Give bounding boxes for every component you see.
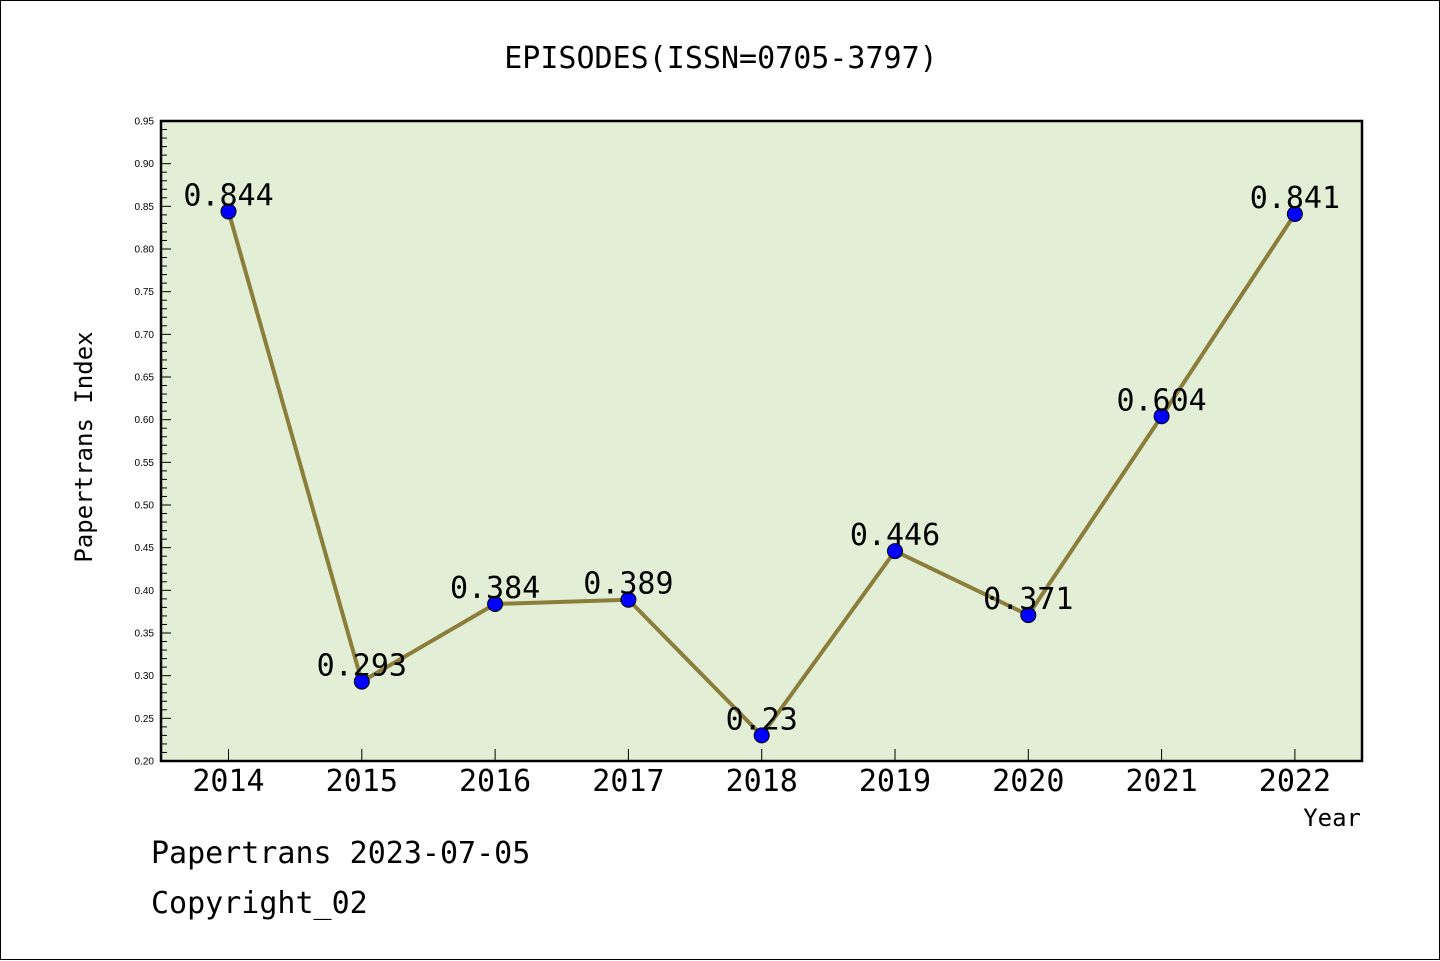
data-point-2015	[353, 673, 370, 690]
y-tick-label: 0.65	[135, 373, 155, 384]
chart-title: EPISODES(ISSN=0705-3797)	[504, 41, 937, 76]
y-tick-label: 0.30	[135, 671, 155, 682]
footer-date: Papertrans 2023-07-05	[151, 836, 531, 871]
data-label-2014: 0.844	[183, 178, 273, 213]
x-tick-label: 2020	[992, 764, 1064, 799]
y-tick-label: 0.25	[135, 714, 155, 725]
y-tick-label: 0.40	[135, 586, 155, 597]
plot-area	[159, 119, 1364, 763]
x-axis: 2014 2015 2016 2017 2018 2019 2020 2021 2022	[192, 749, 1331, 799]
y-axis: 0.20 0.25 0.30 0.35 0.40 0.45 0.50 0.55 0.60 0.65…	[135, 117, 171, 768]
y-tick-label: 0.60	[135, 415, 155, 426]
y-tick-label: 0.45	[135, 543, 155, 554]
y-tick-label: 0.55	[135, 458, 155, 469]
x-tick-label: 2017	[592, 764, 664, 799]
y-tick-label: 0.50	[135, 501, 155, 512]
data-label-2022: 0.841	[1250, 181, 1340, 216]
x-axis-title: Year	[1303, 804, 1361, 832]
data-point-2017	[620, 591, 637, 608]
data-point-2016	[487, 595, 504, 612]
y-tick-label: 0.70	[135, 330, 155, 341]
y-tick-label: 0.95	[135, 117, 155, 128]
data-label-2019: 0.446	[850, 518, 940, 553]
data-label-2016: 0.384	[450, 571, 540, 606]
y-axis-title: Papertrans Index	[70, 331, 98, 562]
x-tick-label: 2022	[1259, 764, 1331, 799]
x-tick-label: 2019	[859, 764, 931, 799]
y-tick-label: 0.20	[135, 757, 155, 768]
data-point-2022	[1286, 206, 1303, 223]
y-tick-label: 0.75	[135, 287, 155, 298]
data-label-2021: 0.604	[1116, 383, 1206, 418]
x-tick-label: 2016	[459, 764, 531, 799]
data-label-2017: 0.389	[583, 567, 673, 602]
x-tick-label: 2021	[1125, 764, 1197, 799]
x-tick-label: 2014	[192, 764, 264, 799]
data-label-2018: 0.23	[726, 702, 798, 737]
data-point-2020	[1020, 607, 1037, 624]
y-tick-label: 0.80	[135, 245, 155, 256]
data-label-2015: 0.293	[317, 649, 407, 684]
data-point-2014	[220, 203, 237, 220]
y-tick-label: 0.85	[135, 202, 155, 213]
footer-copyright: Copyright_02	[151, 886, 368, 921]
data-point-2019	[887, 543, 903, 560]
data-point-2018	[753, 727, 770, 744]
y-tick-label: 0.90	[135, 159, 155, 170]
data-label-2020: 0.371	[983, 582, 1073, 617]
x-tick-label: 2015	[326, 764, 398, 799]
y-tick-label: 0.35	[135, 629, 155, 640]
x-tick-label: 2018	[726, 764, 798, 799]
data-point-2021	[1153, 408, 1170, 425]
series: 0.844 0.293 0.384 0.389 0.23 0.446 0.371 0.604 0…	[183, 178, 1340, 744]
